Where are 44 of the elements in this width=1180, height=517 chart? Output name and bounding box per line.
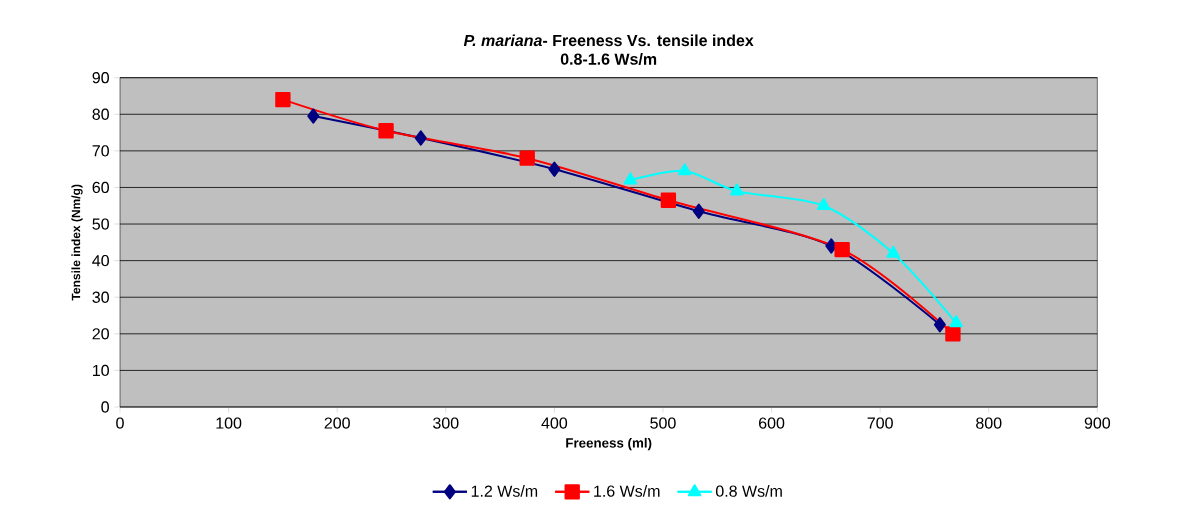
x-tick-label: 400 <box>541 417 568 429</box>
point <box>816 198 831 211</box>
x-tick-label: 800 <box>976 417 1002 429</box>
y-tick-label: 70 <box>92 145 109 157</box>
y-tick-label: 10 <box>93 364 109 377</box>
x-tick-label: 600 <box>759 417 785 429</box>
legend-label: 0.8 Ws/m <box>715 485 782 497</box>
y-tick-label: 30 <box>92 291 109 303</box>
y-tick-label: 80 <box>92 108 109 120</box>
point <box>548 161 561 177</box>
chart-subtitle: 0.8-1.6 Ws/m <box>560 53 657 65</box>
y-tick-label: 40 <box>92 254 109 267</box>
x-tick-label: 0 <box>116 417 124 429</box>
point <box>692 203 705 219</box>
x-tick-label: 500 <box>650 417 676 429</box>
point <box>730 183 744 196</box>
point <box>414 130 427 146</box>
y-tick-label: 60 <box>92 181 109 194</box>
y-tick-label: 50 <box>92 218 109 230</box>
chart-title: P. mariana- Freeness Vs. tensile index <box>463 34 754 47</box>
x-tick-label: 200 <box>324 417 350 429</box>
point <box>519 150 535 166</box>
x-tick-label: 900 <box>1084 417 1111 429</box>
point <box>933 317 946 333</box>
point <box>623 172 638 185</box>
x-axis-title: Freeness (ml) <box>566 437 652 451</box>
y-tick-label: 0 <box>101 401 109 413</box>
point <box>677 163 692 176</box>
point <box>378 123 394 139</box>
legend-label: 1.6 Ws/m <box>594 485 660 497</box>
point <box>949 315 963 328</box>
point <box>660 192 677 208</box>
x-tick-label: 700 <box>867 417 893 429</box>
legend-label: 1.2 Ws/m <box>471 485 538 497</box>
x-tick-label: 100 <box>216 417 242 429</box>
point <box>945 326 961 342</box>
point <box>275 91 291 108</box>
y-tick-label: 90 <box>92 72 109 84</box>
point <box>834 241 850 258</box>
point <box>307 108 320 124</box>
y-axis-title: Tensile index (Nm/g) <box>71 184 83 301</box>
point <box>886 245 900 258</box>
y-tick-label: 20 <box>92 328 109 340</box>
x-tick-label: 300 <box>433 417 459 429</box>
